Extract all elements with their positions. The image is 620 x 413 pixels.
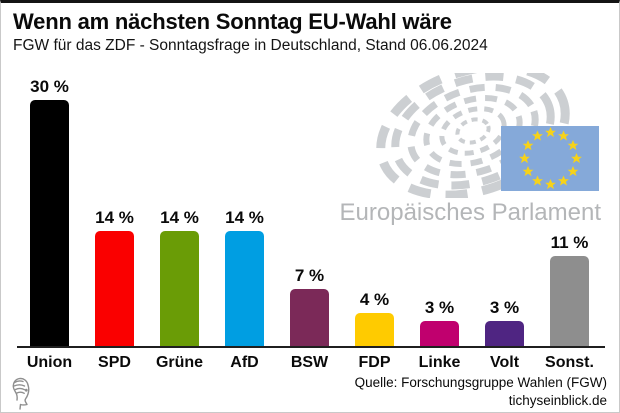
bar-sonstige bbox=[550, 256, 589, 346]
bar-value-label: 30 % bbox=[30, 77, 69, 96]
bar-value-label: 14 % bbox=[225, 208, 264, 227]
source-text: Quelle: Forschungsgruppe Wahlen (FGW) bbox=[354, 375, 607, 390]
bar-category-label: Grüne bbox=[155, 354, 204, 371]
chart-title: Wenn am nächsten Sonntag EU-Wahl wäre bbox=[13, 9, 452, 34]
eu-flag-icon bbox=[501, 126, 599, 191]
tichys-einblick-head-logo bbox=[12, 377, 30, 410]
bar-group-gruene: 14 % Grüne bbox=[147, 73, 212, 372]
credits: Quelle: Forschungsgruppe Wahlen (FGW) ti… bbox=[261, 374, 607, 410]
bar-value-label: 14 % bbox=[160, 208, 199, 227]
website-text: tichyseinblick.de bbox=[508, 393, 607, 408]
european-parliament-hemicycle-icon bbox=[376, 73, 599, 198]
bar-fdp bbox=[355, 313, 394, 346]
bar-group-sonstige: 11 % Sonst. bbox=[537, 73, 602, 372]
bar-gruene bbox=[160, 231, 199, 346]
bar-value-label: 11 % bbox=[550, 233, 589, 252]
bar-group-bsw: 7 % BSW bbox=[277, 73, 342, 372]
bar-group-linke: 3 % Linke bbox=[407, 73, 472, 372]
x-axis-line bbox=[17, 346, 605, 348]
bar-group-fdp: 4 % FDP bbox=[342, 73, 407, 372]
bar-value-label: 3 % bbox=[424, 298, 455, 317]
bar-value-label: 14 % bbox=[95, 208, 134, 227]
bar-spd bbox=[95, 231, 134, 346]
bar-value-label: 4 % bbox=[359, 290, 390, 309]
bar-category-label: BSW bbox=[290, 354, 329, 371]
bar-value-label: 7 % bbox=[294, 266, 325, 285]
bar-category-label: Linke bbox=[418, 354, 461, 371]
bar-value-label: 3 % bbox=[489, 298, 520, 317]
bar-category-label: SPD bbox=[98, 354, 131, 371]
bar-category-label: Volt bbox=[489, 354, 520, 371]
bar-category-label: Sonst. bbox=[545, 354, 594, 371]
european-parliament-label: Europäisches Parlament bbox=[339, 199, 601, 226]
bar-category-label: Union bbox=[26, 354, 73, 371]
bar-volt bbox=[485, 321, 524, 346]
chart-subtitle: FGW für das ZDF - Sonntagsfrage in Deuts… bbox=[13, 37, 488, 54]
bar-group-volt: 3 % Volt bbox=[472, 73, 537, 372]
bar-union bbox=[30, 100, 69, 346]
bar-category-label: AfD bbox=[230, 354, 259, 371]
bar-afd bbox=[225, 231, 264, 346]
bar-group-afd: 14 % AfD bbox=[212, 73, 277, 372]
chart-header: Wenn am nächsten Sonntag EU-Wahl wäre FG… bbox=[13, 9, 607, 55]
bar-linke bbox=[420, 321, 459, 346]
bar-category-label: FDP bbox=[358, 354, 391, 371]
bar-group-union: 30 % Union bbox=[17, 73, 82, 372]
bar-bsw bbox=[290, 289, 329, 346]
bar-group-spd: 14 % SPD bbox=[82, 73, 147, 372]
